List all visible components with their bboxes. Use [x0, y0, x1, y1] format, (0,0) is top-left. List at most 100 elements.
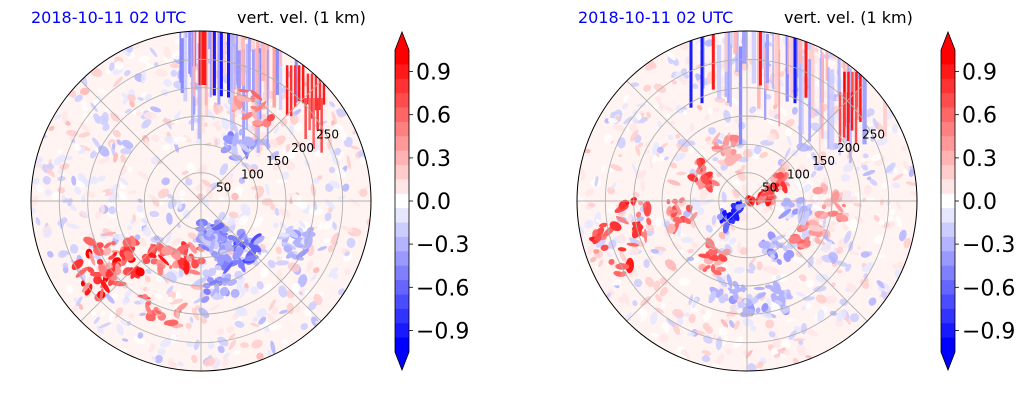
field-speckle: [873, 234, 885, 244]
field-updraft: [638, 200, 643, 206]
field-speckle: [619, 251, 628, 264]
field-downdraft: [795, 196, 806, 204]
field-speckle: [669, 162, 678, 169]
field-speckle: [868, 297, 877, 306]
field-speckle: [881, 182, 888, 188]
field-updraft: [593, 248, 600, 255]
field-speckle: [866, 176, 872, 180]
field-speckle: [836, 246, 844, 255]
colorbar-extend-low: [941, 352, 955, 370]
field-updraft: [157, 263, 164, 276]
field-speckle: [226, 325, 235, 334]
field-speckle: [669, 120, 676, 126]
colorbar-level: [941, 294, 955, 310]
field-updraft: [722, 145, 733, 157]
field-updraft: [617, 247, 627, 252]
field-speckle: [632, 300, 638, 307]
field-updraft: [819, 212, 829, 219]
field-speckle: [756, 361, 764, 369]
radial-tick-label: 200: [291, 141, 314, 155]
colorbar-tick-label: 0.9: [416, 61, 451, 86]
field-downdraft: [206, 267, 217, 277]
colorbar-tick-label: −0.9: [416, 319, 469, 344]
field-speckle: [733, 320, 740, 330]
field-speckle: [725, 315, 732, 323]
field-speckle: [89, 176, 99, 185]
field-updraft: [186, 256, 193, 263]
field-speckle: [694, 330, 706, 335]
field-speckle: [137, 97, 144, 101]
field-speckle: [359, 188, 368, 198]
field-updraft: [808, 225, 824, 232]
field-band-stripe: [729, 44, 732, 107]
field-speckle: [275, 246, 282, 255]
field-speckle: [870, 135, 876, 142]
field-speckle: [89, 150, 98, 159]
field-downdraft: [239, 143, 251, 153]
field-speckle: [327, 137, 333, 150]
field-speckle: [250, 322, 260, 328]
polar-panel-2: 2018-10-11 02 UTC vert. vel. (1 km) 50 10…: [576, 8, 918, 372]
field-speckle: [610, 164, 623, 172]
field-band-stripe: [179, 31, 182, 83]
field-band-stripe: [738, 46, 743, 146]
field-speckle: [178, 189, 186, 197]
field-speckle: [147, 194, 160, 202]
field-updraft: [642, 202, 647, 208]
field-downdraft: [206, 229, 214, 236]
field-speckle: [160, 201, 164, 206]
field-speckle: [337, 195, 346, 200]
field-ne-stripe: [851, 71, 854, 111]
field-speckle: [61, 111, 69, 124]
field-speckle: [186, 162, 196, 173]
colorbar-level: [395, 251, 409, 267]
grid-spoke: [746, 200, 868, 322]
field-speckle: [162, 144, 171, 151]
field-band-stripe: [821, 52, 824, 139]
field-speckle: [849, 195, 858, 203]
field-downdraft: [250, 233, 262, 244]
field-speckle: [734, 117, 740, 124]
field-speckle: [31, 207, 36, 215]
field-updraft: [819, 239, 826, 246]
field-speckle: [266, 313, 276, 324]
field-speckle: [93, 316, 100, 325]
field-speckle: [113, 76, 123, 87]
field-ne-stripe: [310, 73, 314, 119]
field-speckle: [862, 170, 876, 176]
field-downdraft: [732, 280, 740, 289]
field-speckle: [157, 188, 170, 199]
colorbar-level: [941, 179, 955, 195]
field-speckle: [335, 167, 346, 178]
panel-2-frame: [576, 30, 918, 372]
field-speckle: [127, 190, 138, 195]
field-speckle: [836, 269, 843, 274]
field-speckle: [294, 122, 304, 132]
field-speckle: [139, 312, 146, 316]
field-downdraft: [218, 230, 224, 236]
field-speckle: [166, 285, 174, 295]
field-speckle: [646, 111, 651, 119]
field-updraft: [241, 110, 246, 114]
field-speckle: [128, 312, 135, 319]
field-downdraft: [285, 228, 299, 239]
field-speckle: [310, 273, 318, 282]
field-speckle: [781, 339, 790, 347]
field-speckle: [683, 73, 689, 79]
field-speckle: [313, 267, 320, 274]
field-speckle: [312, 145, 320, 153]
colorbar-tick-label: 0.0: [416, 190, 451, 215]
field-speckle: [792, 338, 805, 342]
field-updraft: [802, 241, 811, 247]
field-speckle: [699, 189, 709, 201]
field-speckle: [328, 267, 338, 278]
field-speckle: [718, 231, 726, 240]
colorbar-extend-low: [395, 352, 409, 370]
field-speckle: [119, 190, 127, 202]
field-speckle: [650, 332, 660, 338]
field-updraft: [674, 202, 682, 215]
field-updraft: [841, 203, 846, 208]
field-speckle: [307, 301, 318, 311]
field-speckle: [676, 171, 687, 176]
field-speckle: [148, 294, 156, 302]
